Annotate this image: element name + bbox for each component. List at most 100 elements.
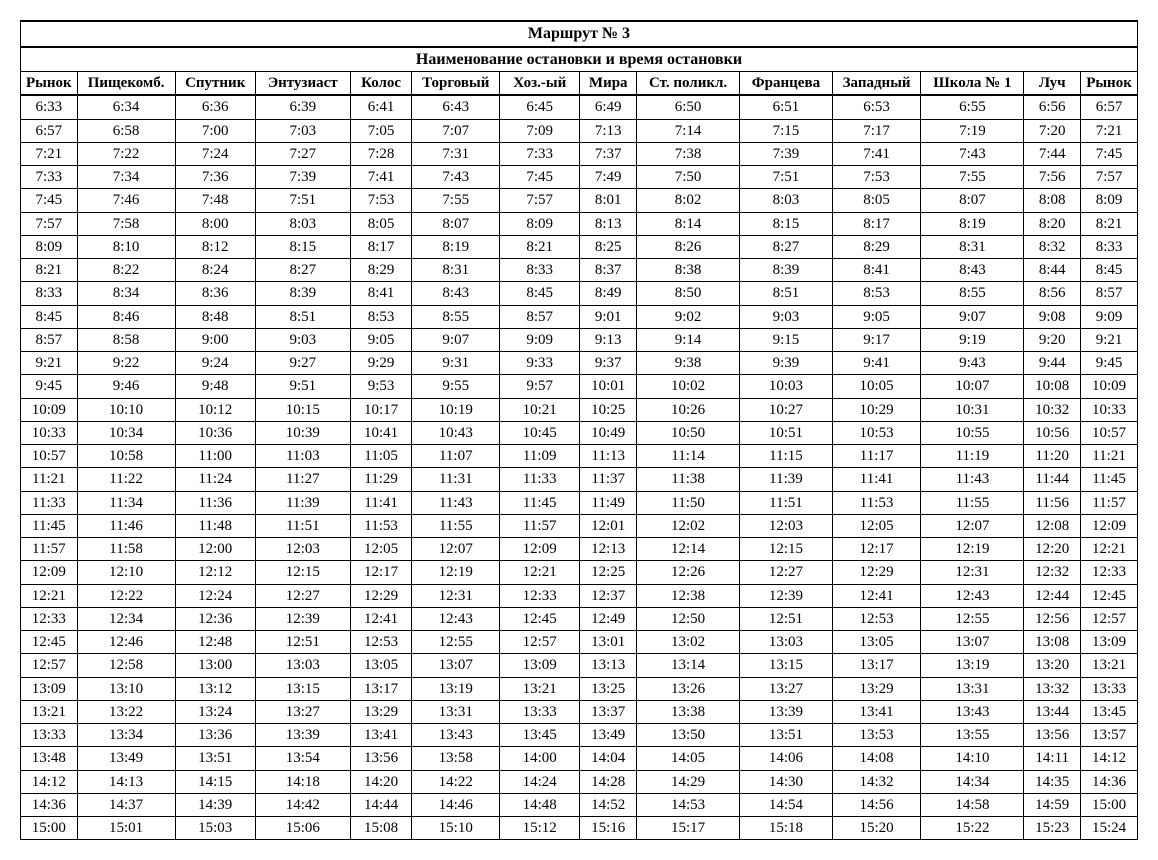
time-cell: 9:29 [350, 352, 412, 375]
time-cell: 8:09 [1081, 189, 1138, 212]
time-cell: 11:45 [21, 514, 78, 537]
time-cell: 13:36 [175, 724, 255, 747]
time-cell: 13:02 [637, 631, 740, 654]
column-header: Рынок [1081, 72, 1138, 96]
time-cell: 9:53 [350, 375, 412, 398]
time-cell: 14:39 [175, 793, 255, 816]
time-cell: 12:17 [832, 538, 921, 561]
time-cell: 10:25 [580, 398, 637, 421]
time-cell: 8:01 [580, 189, 637, 212]
time-cell: 7:55 [412, 189, 500, 212]
time-cell: 9:21 [1081, 328, 1138, 351]
time-cell: 15:24 [1081, 817, 1138, 840]
time-cell: 8:34 [77, 282, 175, 305]
time-cell: 11:22 [77, 468, 175, 491]
time-cell: 15:17 [637, 817, 740, 840]
time-cell: 10:29 [832, 398, 921, 421]
time-cell: 8:37 [580, 259, 637, 282]
column-header: Луч [1024, 72, 1081, 96]
time-cell: 12:53 [832, 607, 921, 630]
time-cell: 11:13 [580, 445, 637, 468]
time-cell: 8:45 [1081, 259, 1138, 282]
time-cell: 8:57 [21, 328, 78, 351]
time-cell: 12:43 [921, 584, 1024, 607]
time-cell: 14:36 [1081, 770, 1138, 793]
time-cell: 11:05 [350, 445, 412, 468]
time-cell: 10:01 [580, 375, 637, 398]
time-cell: 11:46 [77, 514, 175, 537]
route-subtitle: Наименование остановки и время остановки [21, 47, 1138, 72]
table-row: 7:577:588:008:038:058:078:098:138:148:15… [21, 212, 1138, 235]
time-cell: 12:55 [412, 631, 500, 654]
table-row: 13:0913:1013:1213:1513:1713:1913:2113:25… [21, 677, 1138, 700]
table-row: 12:3312:3412:3612:3912:4112:4312:4512:49… [21, 607, 1138, 630]
time-cell: 15:23 [1024, 817, 1081, 840]
time-cell: 11:44 [1024, 468, 1081, 491]
time-cell: 13:58 [412, 747, 500, 770]
column-header: Торговый [412, 72, 500, 96]
time-cell: 12:21 [21, 584, 78, 607]
time-cell: 13:34 [77, 724, 175, 747]
time-cell: 8:27 [740, 235, 833, 258]
time-cell: 7:55 [921, 166, 1024, 189]
time-cell: 14:30 [740, 770, 833, 793]
time-cell: 14:20 [350, 770, 412, 793]
time-cell: 8:25 [580, 235, 637, 258]
time-cell: 7:09 [500, 119, 580, 142]
time-cell: 9:31 [412, 352, 500, 375]
time-cell: 13:51 [175, 747, 255, 770]
time-cell: 12:03 [740, 514, 833, 537]
time-cell: 9:57 [500, 375, 580, 398]
time-cell: 8:19 [412, 235, 500, 258]
time-cell: 13:19 [921, 654, 1024, 677]
time-cell: 14:42 [255, 793, 350, 816]
time-cell: 12:29 [350, 584, 412, 607]
time-cell: 13:20 [1024, 654, 1081, 677]
time-cell: 12:01 [580, 514, 637, 537]
time-cell: 11:39 [255, 491, 350, 514]
time-cell: 7:41 [350, 166, 412, 189]
time-cell: 8:17 [350, 235, 412, 258]
time-cell: 12:09 [500, 538, 580, 561]
time-cell: 12:24 [175, 584, 255, 607]
time-cell: 8:39 [740, 259, 833, 282]
time-cell: 7:00 [175, 119, 255, 142]
time-cell: 11:45 [1081, 468, 1138, 491]
time-cell: 7:57 [500, 189, 580, 212]
time-cell: 8:43 [921, 259, 1024, 282]
time-cell: 10:15 [255, 398, 350, 421]
time-cell: 14:32 [832, 770, 921, 793]
time-cell: 9:13 [580, 328, 637, 351]
time-cell: 9:05 [350, 328, 412, 351]
time-cell: 15:08 [350, 817, 412, 840]
time-cell: 7:53 [832, 166, 921, 189]
time-cell: 11:36 [175, 491, 255, 514]
time-cell: 10:03 [740, 375, 833, 398]
time-cell: 14:11 [1024, 747, 1081, 770]
time-cell: 10:33 [1081, 398, 1138, 421]
time-cell: 7:50 [637, 166, 740, 189]
time-cell: 13:05 [350, 654, 412, 677]
time-cell: 9:14 [637, 328, 740, 351]
time-cell: 7:39 [255, 166, 350, 189]
time-cell: 12:19 [412, 561, 500, 584]
time-cell: 8:05 [832, 189, 921, 212]
time-cell: 7:38 [637, 142, 740, 165]
time-cell: 15:18 [740, 817, 833, 840]
time-cell: 11:15 [740, 445, 833, 468]
time-cell: 10:08 [1024, 375, 1081, 398]
time-cell: 12:32 [1024, 561, 1081, 584]
time-cell: 14:12 [1081, 747, 1138, 770]
time-cell: 11:55 [921, 491, 1024, 514]
time-cell: 12:20 [1024, 538, 1081, 561]
time-cell: 11:17 [832, 445, 921, 468]
time-cell: 13:22 [77, 700, 175, 723]
time-cell: 12:33 [500, 584, 580, 607]
time-cell: 12:31 [412, 584, 500, 607]
time-cell: 14:34 [921, 770, 1024, 793]
time-cell: 7:41 [832, 142, 921, 165]
time-cell: 15:03 [175, 817, 255, 840]
time-cell: 10:09 [21, 398, 78, 421]
table-row: 7:337:347:367:397:417:437:457:497:507:51… [21, 166, 1138, 189]
time-cell: 9:01 [580, 305, 637, 328]
